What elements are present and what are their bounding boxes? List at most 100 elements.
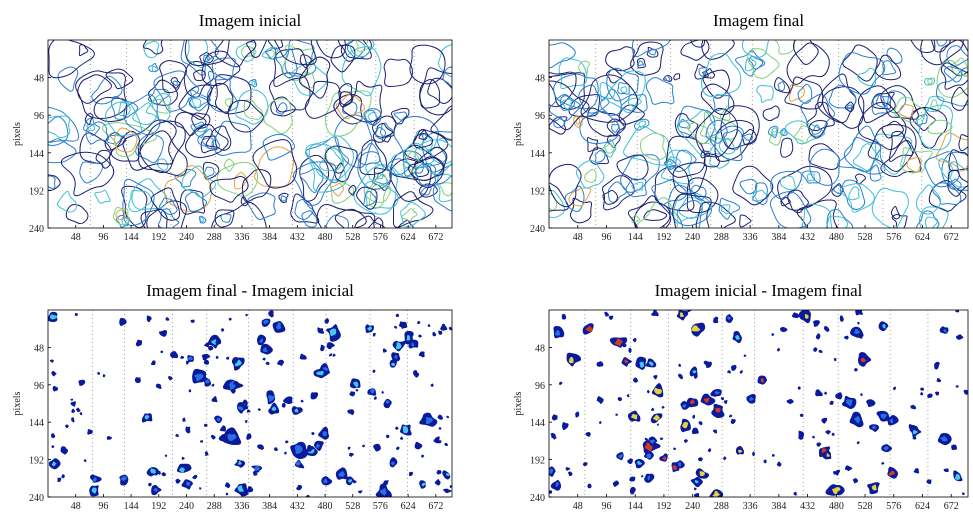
contour-line	[630, 41, 664, 76]
x-tick-label: 480	[829, 232, 844, 243]
contour-blob	[418, 334, 422, 338]
contour-blob	[771, 453, 775, 457]
contour-line	[788, 84, 805, 102]
contour-blob	[448, 326, 452, 331]
contour-line	[363, 180, 399, 210]
contour-blob	[951, 444, 958, 451]
y-tick-label: 144	[530, 149, 545, 160]
contour-blob	[218, 434, 227, 442]
contour-line	[118, 101, 131, 117]
contour-line	[146, 208, 168, 228]
contour-line	[409, 44, 446, 85]
contour-line	[839, 183, 875, 213]
contour-blob	[106, 435, 112, 440]
contour-line	[701, 40, 735, 60]
contour-texture	[48, 40, 452, 228]
contour-line	[209, 176, 249, 203]
contour-line	[947, 169, 968, 197]
contour-blob	[187, 356, 194, 361]
contour-blob	[391, 362, 395, 366]
contour-line	[163, 165, 212, 213]
x-tick-label: 240	[685, 232, 700, 243]
contour-line	[246, 40, 267, 58]
contour-line	[212, 120, 252, 156]
contour-texture	[48, 310, 452, 497]
contour-blob	[651, 310, 659, 317]
contour-line	[623, 125, 675, 166]
contour-blob	[190, 319, 195, 323]
contour-blob	[682, 404, 687, 408]
contour-blob	[51, 445, 55, 448]
contour-line	[140, 200, 187, 228]
contour-line	[549, 189, 566, 219]
contour-line	[673, 191, 713, 224]
contour-blob	[656, 423, 659, 426]
plot-frame	[47, 309, 453, 498]
x-tick-label: 96	[98, 232, 108, 243]
contour-blob	[712, 317, 719, 324]
contour-line	[558, 57, 588, 90]
contour-line	[752, 182, 768, 206]
contour-blob	[821, 417, 828, 424]
contour-line	[900, 147, 933, 174]
contour-line	[575, 160, 605, 189]
y-tick-label: 96	[34, 381, 44, 392]
contour-blob	[246, 409, 251, 413]
contour-line	[48, 40, 95, 79]
contour-blob	[102, 374, 106, 378]
contour-line	[898, 103, 914, 118]
contour-line	[762, 105, 780, 122]
contour-line	[174, 168, 197, 188]
contour-blob	[892, 386, 897, 391]
contour-line	[660, 149, 694, 185]
contour-blob	[228, 317, 232, 321]
contour-blob	[61, 474, 65, 479]
x-tick-label: 576	[373, 501, 388, 512]
contour-line	[305, 135, 354, 181]
contour-blob	[845, 399, 853, 406]
contour-line	[780, 137, 794, 158]
contour-blob	[60, 446, 69, 455]
contour-blob	[631, 413, 638, 420]
contour-line	[268, 40, 284, 50]
contour-blob	[276, 322, 282, 330]
contour-line	[269, 72, 311, 113]
contour-blob	[205, 379, 210, 384]
contour-blob	[260, 343, 273, 355]
contour-blob	[816, 442, 822, 447]
contour-blob	[182, 417, 186, 422]
contour-blob	[662, 456, 667, 461]
contour-line	[637, 60, 645, 67]
contour-blob	[632, 338, 637, 343]
contour-blob	[265, 361, 270, 365]
x-tick-label: 480	[829, 501, 844, 512]
contour-blob	[367, 326, 373, 331]
contour-line	[372, 115, 397, 138]
contour-line	[935, 67, 968, 107]
contour-blob	[329, 328, 337, 337]
contour-line	[48, 116, 69, 147]
x-tick-label: 672	[428, 232, 443, 243]
contour-line	[335, 94, 365, 120]
contour-blob	[735, 334, 740, 340]
contour-line	[580, 74, 639, 123]
y-axis-label: pixels	[12, 391, 23, 415]
contour-blob	[283, 396, 293, 405]
contour-line	[299, 154, 330, 202]
contour-blob	[641, 475, 644, 478]
contour-blob	[262, 357, 266, 361]
contour-line	[201, 50, 241, 87]
contour-line	[836, 137, 886, 175]
contour-line	[549, 42, 576, 69]
contour-line	[735, 50, 766, 77]
contour-blob	[720, 397, 725, 401]
contour-blob	[821, 450, 832, 460]
contour-blob	[204, 451, 209, 457]
contour-line	[741, 129, 757, 146]
contour-blob	[694, 480, 699, 484]
contour-line	[215, 74, 252, 115]
contour-blob	[955, 385, 959, 388]
contour-line	[430, 105, 452, 141]
contour-blob	[561, 422, 569, 431]
contour-line	[743, 133, 753, 141]
